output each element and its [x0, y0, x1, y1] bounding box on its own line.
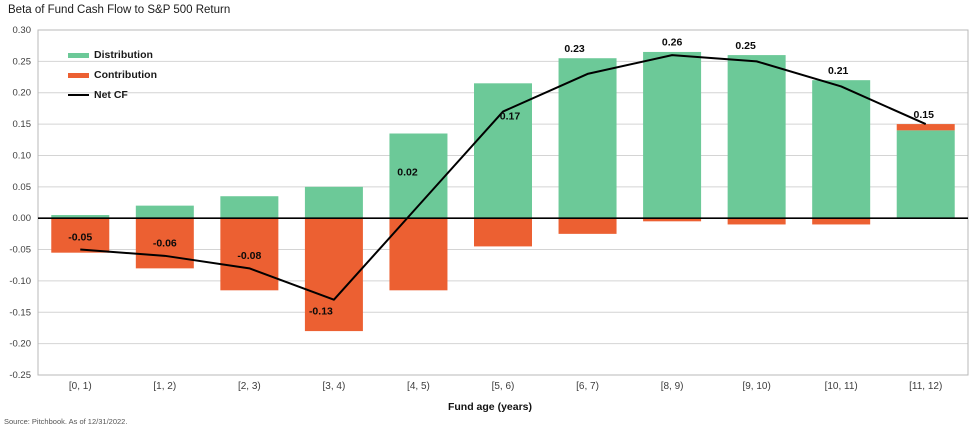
y-tick-label: 0.25 — [13, 56, 32, 67]
bar-contribution — [558, 218, 617, 234]
legend-item-contribution: Contribution — [68, 65, 157, 85]
bar-contribution — [51, 218, 110, 253]
bar-distribution — [727, 55, 786, 219]
value-label: 0.23 — [564, 43, 585, 55]
bar-distribution — [896, 130, 955, 219]
value-label: -0.08 — [237, 250, 261, 262]
x-category-label: [6, 7) — [576, 381, 599, 392]
value-label: 0.26 — [662, 37, 683, 49]
bar-contribution — [812, 218, 871, 225]
y-tick-label: -0.20 — [9, 339, 31, 350]
x-category-label: [11, 12) — [909, 381, 942, 392]
value-label: 0.17 — [500, 110, 521, 122]
value-label: 0.02 — [397, 166, 418, 178]
value-label: 0.25 — [735, 40, 756, 52]
value-label: -0.05 — [68, 231, 92, 243]
y-tick-label: 0.20 — [13, 88, 32, 99]
x-category-label: [4, 5) — [407, 381, 430, 392]
bar-contribution — [474, 218, 532, 247]
x-category-label: [5, 6) — [492, 381, 515, 392]
y-tick-label: 0.30 — [13, 25, 32, 36]
bar-contribution — [304, 218, 363, 332]
bar-contribution — [727, 218, 786, 225]
x-category-label: [2, 3) — [238, 381, 261, 392]
bar-contribution — [135, 218, 194, 269]
bar-distribution — [220, 196, 279, 219]
y-tick-label: 0.05 — [13, 182, 32, 193]
legend-item-net-cf: Net CF — [68, 85, 157, 105]
y-tick-label: 0.15 — [13, 119, 32, 130]
chart-legend: Distribution Contribution Net CF — [68, 45, 157, 105]
x-category-label: [9, 10) — [742, 381, 770, 392]
y-tick-label: -0.25 — [9, 370, 31, 381]
net-cf-line-swatch-icon — [68, 94, 89, 96]
value-label: 0.15 — [914, 109, 935, 121]
value-label: -0.13 — [309, 306, 333, 318]
plot-border — [37, 29, 969, 376]
source-note: Source: Pitchbook. As of 12/31/2022. — [4, 417, 128, 426]
value-label: 0.21 — [828, 65, 849, 77]
y-tick-label: 0.00 — [13, 213, 32, 224]
legend-label-contribution: Contribution — [94, 69, 157, 81]
x-category-label: [3, 4) — [323, 381, 346, 392]
x-category-label: [8, 9) — [661, 381, 684, 392]
x-axis-title: Fund age (years) — [447, 401, 533, 413]
distribution-swatch-icon — [68, 52, 89, 58]
bar-contribution — [389, 218, 448, 291]
bar-contribution — [643, 218, 702, 222]
y-tick-label: -0.10 — [9, 276, 31, 287]
bar-distribution — [304, 186, 363, 219]
bar-distribution — [51, 215, 110, 219]
x-category-label: [10, 11) — [825, 381, 858, 392]
chart-title: Beta of Fund Cash Flow to S&P 500 Return — [8, 4, 231, 16]
value-label: -0.06 — [153, 238, 177, 250]
bar-distribution — [135, 205, 194, 219]
x-category-label: [1, 2) — [153, 381, 176, 392]
net-cf-line — [80, 54, 927, 301]
y-tick-label: -0.05 — [9, 245, 31, 256]
y-tick-label: -0.15 — [9, 307, 31, 318]
bar-distribution — [812, 80, 871, 219]
legend-label-net-cf: Net CF — [94, 89, 128, 101]
legend-item-distribution: Distribution — [68, 45, 157, 65]
bar-distribution — [389, 133, 448, 219]
bar-contribution — [896, 124, 955, 131]
bar-contribution — [220, 218, 279, 291]
x-category-label: [0, 1) — [69, 381, 92, 392]
bar-distribution — [474, 83, 532, 219]
bar-distribution — [643, 51, 702, 219]
bar-distribution — [558, 58, 617, 219]
y-tick-label: 0.10 — [13, 150, 32, 161]
contribution-swatch-icon — [68, 72, 89, 78]
legend-label-distribution: Distribution — [94, 49, 153, 61]
